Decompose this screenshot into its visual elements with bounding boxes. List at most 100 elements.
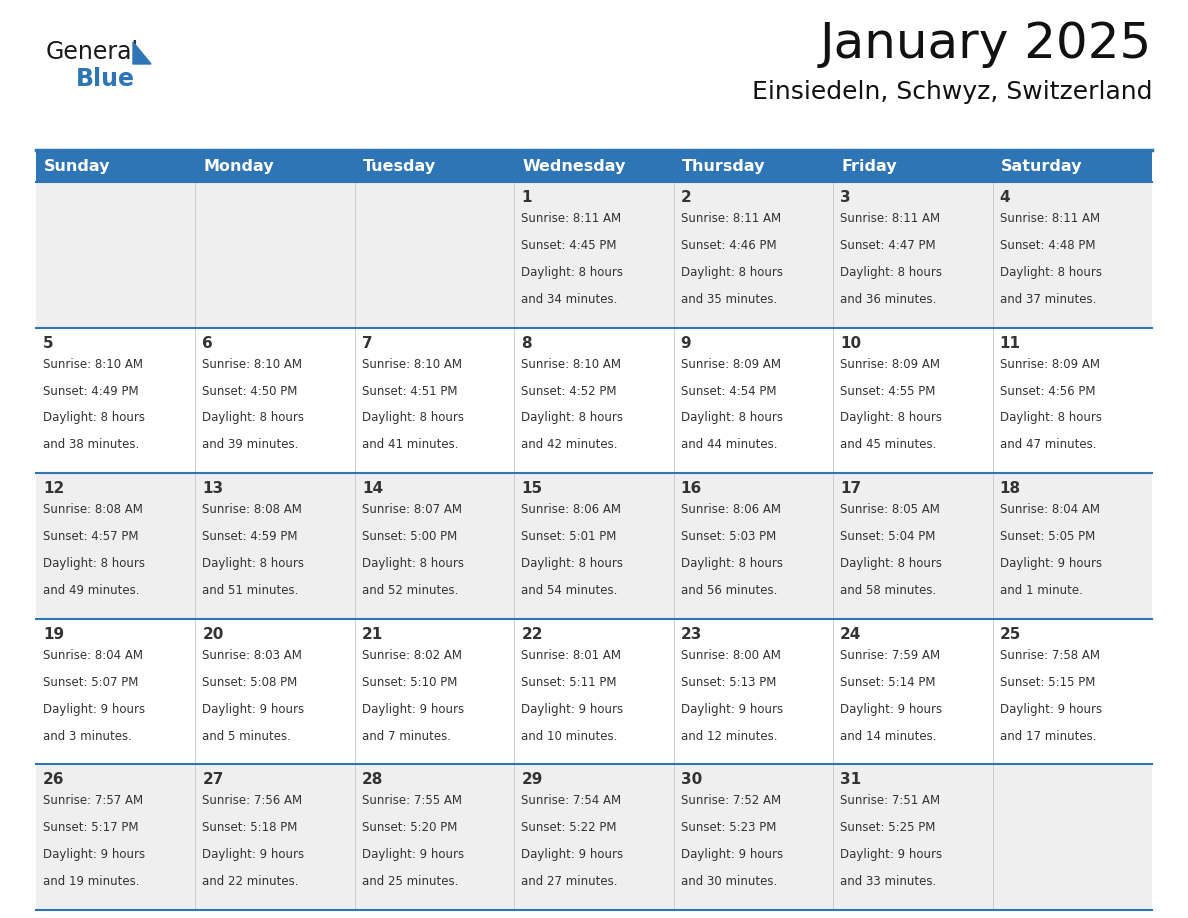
Text: and 36 minutes.: and 36 minutes.	[840, 293, 936, 306]
Bar	[36, 182, 1152, 328]
Text: and 44 minutes.: and 44 minutes.	[681, 439, 777, 452]
Bar	[36, 473, 1152, 619]
Text: and 12 minutes.: and 12 minutes.	[681, 730, 777, 743]
Text: Sunrise: 8:11 AM: Sunrise: 8:11 AM	[522, 212, 621, 225]
Text: Sunrise: 8:10 AM: Sunrise: 8:10 AM	[43, 358, 143, 371]
Text: 16: 16	[681, 481, 702, 497]
Text: 10: 10	[840, 336, 861, 351]
Text: Sunset: 4:49 PM: Sunset: 4:49 PM	[43, 385, 139, 397]
Text: Daylight: 9 hours: Daylight: 9 hours	[840, 848, 942, 861]
Text: Daylight: 9 hours: Daylight: 9 hours	[362, 702, 465, 716]
Text: Daylight: 8 hours: Daylight: 8 hours	[202, 411, 304, 424]
Text: and 3 minutes.: and 3 minutes.	[43, 730, 132, 743]
Text: Daylight: 8 hours: Daylight: 8 hours	[522, 266, 624, 279]
Text: Friday: Friday	[841, 159, 897, 174]
Text: Daylight: 8 hours: Daylight: 8 hours	[840, 266, 942, 279]
Text: and 19 minutes.: and 19 minutes.	[43, 875, 139, 889]
Text: Daylight: 8 hours: Daylight: 8 hours	[681, 266, 783, 279]
Text: General: General	[46, 40, 139, 64]
Text: Sunset: 5:22 PM: Sunset: 5:22 PM	[522, 822, 617, 834]
Text: Sunset: 5:04 PM: Sunset: 5:04 PM	[840, 530, 935, 543]
Text: 28: 28	[362, 772, 384, 788]
Text: 3: 3	[840, 190, 851, 205]
Text: Daylight: 9 hours: Daylight: 9 hours	[999, 702, 1101, 716]
Text: Sunrise: 8:09 AM: Sunrise: 8:09 AM	[681, 358, 781, 371]
Text: Sunrise: 7:56 AM: Sunrise: 7:56 AM	[202, 794, 303, 808]
Text: 31: 31	[840, 772, 861, 788]
Text: Sunset: 5:17 PM: Sunset: 5:17 PM	[43, 822, 139, 834]
Text: Daylight: 8 hours: Daylight: 8 hours	[522, 557, 624, 570]
Text: Sunset: 4:46 PM: Sunset: 4:46 PM	[681, 239, 776, 252]
Text: 22: 22	[522, 627, 543, 642]
Text: and 47 minutes.: and 47 minutes.	[999, 439, 1097, 452]
Text: 13: 13	[202, 481, 223, 497]
Text: January 2025: January 2025	[820, 20, 1152, 68]
Text: Sunday: Sunday	[44, 159, 110, 174]
Text: 15: 15	[522, 481, 543, 497]
Text: Sunrise: 8:10 AM: Sunrise: 8:10 AM	[202, 358, 303, 371]
Text: Blue: Blue	[76, 67, 135, 91]
Text: 14: 14	[362, 481, 383, 497]
Text: Sunrise: 7:55 AM: Sunrise: 7:55 AM	[362, 794, 462, 808]
Text: Daylight: 8 hours: Daylight: 8 hours	[999, 411, 1101, 424]
Text: Sunset: 5:18 PM: Sunset: 5:18 PM	[202, 822, 298, 834]
Text: Daylight: 9 hours: Daylight: 9 hours	[840, 702, 942, 716]
Text: Sunset: 4:55 PM: Sunset: 4:55 PM	[840, 385, 935, 397]
Text: Sunset: 4:57 PM: Sunset: 4:57 PM	[43, 530, 139, 543]
Text: Sunrise: 8:04 AM: Sunrise: 8:04 AM	[999, 503, 1100, 516]
Text: Einsiedeln, Schwyz, Switzerland: Einsiedeln, Schwyz, Switzerland	[752, 80, 1152, 104]
Text: and 10 minutes.: and 10 minutes.	[522, 730, 618, 743]
Text: Daylight: 9 hours: Daylight: 9 hours	[362, 848, 465, 861]
Text: Sunrise: 8:11 AM: Sunrise: 8:11 AM	[999, 212, 1100, 225]
Text: Sunset: 4:51 PM: Sunset: 4:51 PM	[362, 385, 457, 397]
Text: Sunrise: 7:57 AM: Sunrise: 7:57 AM	[43, 794, 143, 808]
Text: and 56 minutes.: and 56 minutes.	[681, 584, 777, 597]
Text: Daylight: 9 hours: Daylight: 9 hours	[202, 702, 304, 716]
Text: Daylight: 8 hours: Daylight: 8 hours	[362, 557, 463, 570]
Text: Sunrise: 8:04 AM: Sunrise: 8:04 AM	[43, 649, 143, 662]
Text: and 42 minutes.: and 42 minutes.	[522, 439, 618, 452]
Text: Sunset: 5:03 PM: Sunset: 5:03 PM	[681, 530, 776, 543]
Text: 8: 8	[522, 336, 532, 351]
Text: 24: 24	[840, 627, 861, 642]
Text: and 45 minutes.: and 45 minutes.	[840, 439, 936, 452]
Text: 27: 27	[202, 772, 223, 788]
Text: Sunrise: 7:51 AM: Sunrise: 7:51 AM	[840, 794, 940, 808]
Text: and 22 minutes.: and 22 minutes.	[202, 875, 299, 889]
Text: Sunrise: 8:09 AM: Sunrise: 8:09 AM	[999, 358, 1100, 371]
Text: Sunset: 5:01 PM: Sunset: 5:01 PM	[522, 530, 617, 543]
Text: 6: 6	[202, 336, 213, 351]
Text: and 14 minutes.: and 14 minutes.	[840, 730, 936, 743]
Text: and 37 minutes.: and 37 minutes.	[999, 293, 1097, 306]
Text: 18: 18	[999, 481, 1020, 497]
Text: Sunrise: 8:06 AM: Sunrise: 8:06 AM	[681, 503, 781, 516]
Text: Sunset: 4:54 PM: Sunset: 4:54 PM	[681, 385, 776, 397]
Text: and 5 minutes.: and 5 minutes.	[202, 730, 291, 743]
Text: Sunset: 5:20 PM: Sunset: 5:20 PM	[362, 822, 457, 834]
Text: and 49 minutes.: and 49 minutes.	[43, 584, 139, 597]
Text: Sunrise: 8:00 AM: Sunrise: 8:00 AM	[681, 649, 781, 662]
Text: Sunset: 5:11 PM: Sunset: 5:11 PM	[522, 676, 617, 688]
Text: Daylight: 9 hours: Daylight: 9 hours	[43, 848, 145, 861]
Text: and 27 minutes.: and 27 minutes.	[522, 875, 618, 889]
Text: 29: 29	[522, 772, 543, 788]
Text: Sunset: 4:59 PM: Sunset: 4:59 PM	[202, 530, 298, 543]
Text: Sunset: 5:10 PM: Sunset: 5:10 PM	[362, 676, 457, 688]
Text: Sunrise: 8:01 AM: Sunrise: 8:01 AM	[522, 649, 621, 662]
Text: Daylight: 9 hours: Daylight: 9 hours	[681, 702, 783, 716]
Bar	[36, 765, 1152, 910]
Text: Daylight: 8 hours: Daylight: 8 hours	[681, 411, 783, 424]
Text: Sunset: 5:13 PM: Sunset: 5:13 PM	[681, 676, 776, 688]
Text: 1: 1	[522, 190, 532, 205]
Text: Daylight: 8 hours: Daylight: 8 hours	[362, 411, 463, 424]
Text: Sunrise: 8:10 AM: Sunrise: 8:10 AM	[362, 358, 462, 371]
Text: and 33 minutes.: and 33 minutes.	[840, 875, 936, 889]
Text: Sunset: 5:05 PM: Sunset: 5:05 PM	[999, 530, 1095, 543]
Text: Sunset: 4:52 PM: Sunset: 4:52 PM	[522, 385, 617, 397]
Text: Sunrise: 8:11 AM: Sunrise: 8:11 AM	[840, 212, 940, 225]
Text: 19: 19	[43, 627, 64, 642]
Text: Daylight: 8 hours: Daylight: 8 hours	[43, 557, 145, 570]
Text: Sunrise: 7:59 AM: Sunrise: 7:59 AM	[840, 649, 940, 662]
Text: and 34 minutes.: and 34 minutes.	[522, 293, 618, 306]
Text: and 39 minutes.: and 39 minutes.	[202, 439, 299, 452]
